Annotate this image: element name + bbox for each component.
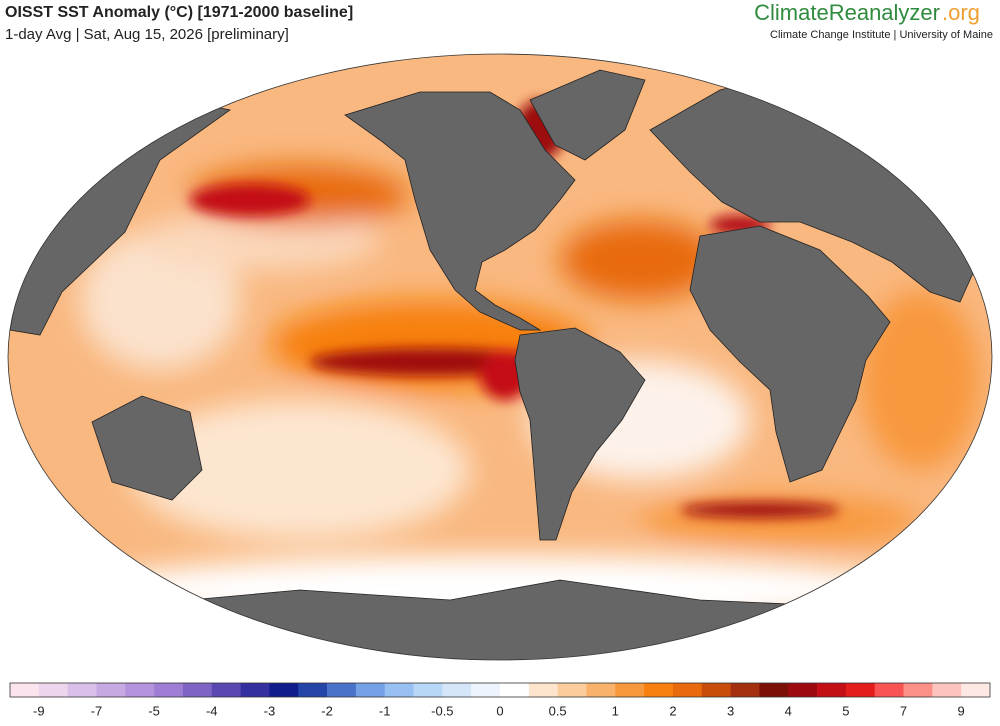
colorbar-swatch bbox=[528, 683, 558, 697]
colorbar-swatch bbox=[355, 683, 386, 697]
colorbar-label: -9 bbox=[33, 703, 45, 718]
map bbox=[8, 54, 992, 660]
colorbar-swatch bbox=[269, 683, 299, 697]
colorbar-label: 7 bbox=[900, 703, 907, 718]
colorbar-swatch bbox=[730, 683, 760, 697]
colorbar-swatch bbox=[557, 683, 587, 697]
colorbar-label: -5 bbox=[148, 703, 160, 718]
colorbar-label: 9 bbox=[958, 703, 965, 718]
colorbar-swatch bbox=[903, 683, 933, 697]
map-title: OISST SST Anomaly (°C) [1971-2000 baseli… bbox=[5, 4, 353, 21]
colorbar-label: 1 bbox=[612, 703, 619, 718]
colorbar-swatch bbox=[644, 683, 674, 697]
colorbar: -9 -7 -5 -4 -3 -2 -1 -0.5 0 0.5 1 2 3 4 5 7 9 bbox=[9, 682, 991, 718]
colorbar-swatch bbox=[817, 683, 847, 697]
colorbar-swatch bbox=[154, 683, 184, 697]
colorbar-label: -3 bbox=[264, 703, 276, 718]
colorbar-swatch bbox=[298, 683, 328, 697]
brand-suffix: .org bbox=[942, 0, 980, 25]
colorbar-label: -1 bbox=[379, 703, 391, 718]
colorbar-label: -4 bbox=[206, 703, 218, 718]
colorbar-swatch bbox=[442, 683, 472, 697]
colorbar-swatch bbox=[471, 683, 501, 697]
colorbar-swatch bbox=[845, 683, 876, 697]
colorbar-swatch bbox=[211, 683, 241, 697]
colorbar-label: -7 bbox=[91, 703, 103, 718]
colorbar-label: 4 bbox=[785, 703, 792, 718]
colorbar-swatch bbox=[874, 683, 904, 697]
colorbar-swatch bbox=[182, 683, 213, 697]
colorbar-swatch bbox=[240, 683, 270, 697]
colorbar-swatch bbox=[10, 683, 40, 697]
colorbar-swatch bbox=[38, 683, 68, 697]
colorbar-label: 0 bbox=[496, 703, 503, 718]
brand: ClimateReanalyzer bbox=[754, 0, 940, 25]
colorbar-label: -0.5 bbox=[431, 703, 453, 718]
colorbar-swatch bbox=[413, 683, 443, 697]
colorbar-swatch bbox=[961, 683, 991, 697]
colorbar-swatch bbox=[788, 683, 818, 697]
colorbar-swatch bbox=[384, 683, 414, 697]
colorbar-swatch bbox=[500, 683, 530, 697]
map-subtitle: 1-day Avg | Sat, Aug 15, 2026 [prelimina… bbox=[5, 26, 289, 43]
colorbar-swatch bbox=[615, 683, 645, 697]
colorbar-swatch bbox=[125, 683, 155, 697]
colorbar-label: -2 bbox=[321, 703, 333, 718]
globe-outline bbox=[7, 53, 993, 661]
colorbar-swatch bbox=[327, 683, 357, 697]
colorbar-label: 2 bbox=[669, 703, 676, 718]
colorbar-swatch bbox=[932, 683, 962, 697]
colorbar-swatch bbox=[759, 683, 789, 697]
colorbar-label: 3 bbox=[727, 703, 734, 718]
institute: Climate Change Institute | University of… bbox=[770, 29, 993, 41]
colorbar-swatch bbox=[586, 683, 616, 697]
colorbar-swatch bbox=[701, 683, 731, 697]
colorbar-label: 5 bbox=[842, 703, 849, 718]
colorbar-swatch bbox=[67, 683, 97, 697]
colorbar-border bbox=[9, 682, 991, 698]
colorbar-label: 0.5 bbox=[549, 703, 567, 718]
colorbar-swatch bbox=[96, 683, 126, 697]
colorbar-swatch bbox=[672, 683, 703, 697]
